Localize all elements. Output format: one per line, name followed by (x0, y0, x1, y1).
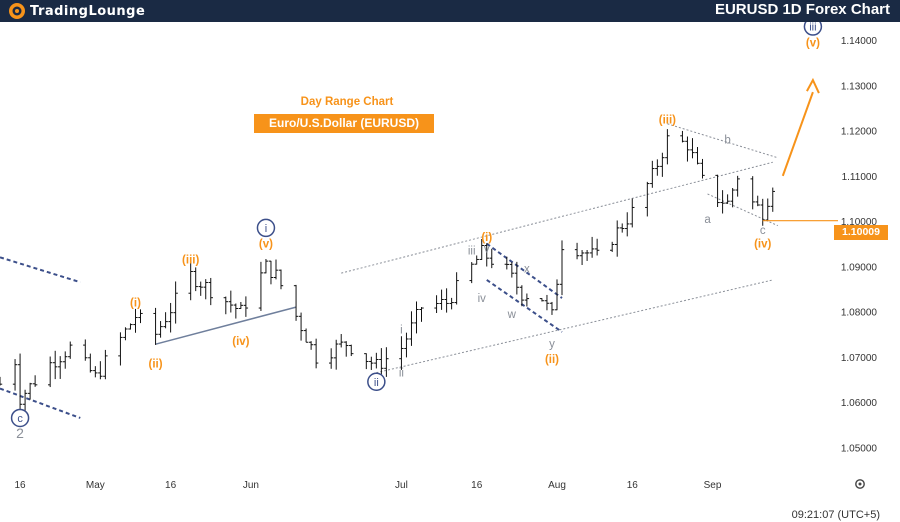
x-tick-label: 16 (627, 480, 639, 491)
y-tick-label: 1.10000 (841, 217, 878, 228)
wave-label-circle (10, 408, 30, 428)
projection-arrow-head (806, 77, 820, 94)
x-tick-label: Aug (548, 480, 566, 491)
wave-label: i (400, 325, 403, 337)
wave-label: (iv) (754, 239, 771, 251)
wave-label: c (760, 225, 766, 237)
projection-overlay (762, 77, 838, 222)
wave-label: (v) (806, 37, 820, 49)
wave-label: iv (478, 293, 487, 305)
channel-line (486, 279, 563, 333)
channel-line (0, 387, 81, 419)
channel-line (376, 279, 773, 374)
y-tick-label: 1.05000 (841, 443, 878, 454)
wave-label: (v) (259, 239, 273, 251)
channel-line (155, 306, 297, 345)
wave-label: y (549, 338, 555, 350)
wave-label: c (17, 413, 23, 425)
current-price-tag: 1.10009 (834, 225, 888, 240)
y-tick-label: 1.09000 (841, 262, 878, 273)
chart-header: TradingLounge EURUSD 1D Forex Chart (0, 0, 900, 22)
x-tick-label: 16 (471, 480, 483, 491)
wave-label: b (724, 135, 730, 147)
x-tick-label: Jul (395, 480, 408, 491)
wave-label: i (265, 223, 267, 235)
timestamp: 09:21:07 (UTC+5) (791, 509, 880, 521)
wave-label: x (524, 264, 530, 276)
logo: TradingLounge (8, 2, 145, 20)
wave-label: v (484, 243, 490, 255)
chart-title: EURUSD 1D Forex Chart (714, 1, 890, 18)
y-tick-label: 1.13000 (841, 81, 878, 92)
wave-label: 2 (16, 425, 24, 441)
gear-icon[interactable] (854, 478, 866, 490)
wave-label: ii (374, 377, 379, 389)
logo-text: TradingLounge (30, 3, 146, 19)
wave-label: (iii) (182, 255, 199, 267)
y-tick-label: 1.11000 (842, 172, 878, 183)
wave-label: (ii) (149, 359, 163, 371)
wave-label-circle (803, 22, 823, 36)
y-tick-label: 1.08000 (841, 308, 878, 319)
channel-line (667, 123, 778, 159)
candles (0, 129, 775, 415)
y-tick-label: 1.12000 (841, 127, 878, 138)
wave-label: iii (809, 22, 816, 34)
y-tick-label: 1.06000 (841, 398, 878, 409)
x-tick-label: Sep (704, 480, 722, 491)
x-tick-label: Jun (243, 480, 259, 491)
wave-label: (iv) (232, 336, 249, 348)
wave-label: a (704, 214, 711, 226)
y-tick-label: 1.07000 (841, 353, 878, 364)
x-tick-label: 16 (15, 480, 27, 491)
channel-line (0, 256, 81, 284)
wave-label: (i) (481, 232, 492, 244)
wave-label-circle (367, 372, 386, 392)
wave-label: w (507, 309, 517, 321)
axes: 1.05000 1.06000 1.07000 1.08000 1.09000 1.100… (15, 36, 878, 491)
wave-label: (i) (130, 298, 141, 310)
x-tick-label: 16 (165, 480, 177, 491)
wave-label: ii (399, 368, 404, 380)
logo-icon (9, 3, 25, 19)
chart-subtitle: Day Range Chart (300, 96, 394, 108)
wave-label: iii (468, 246, 476, 258)
price-chart[interactable]: c2(i)(ii)(iii)(iv)(v)iiiiiiiii(i)vivxwy(… (0, 22, 900, 522)
wave-label-circle (256, 218, 276, 238)
instrument-label: Euro/U.S.Dollar (EURUSD) (254, 114, 434, 133)
wave-label: (iii) (659, 114, 676, 126)
channel-line (486, 242, 563, 299)
wave-labels: c2(i)(ii)(iii)(iv)(v)iiiiiiiii(i)vivxwy(… (10, 22, 823, 441)
x-tick-label: May (86, 480, 105, 491)
y-tick-label: 1.14000 (841, 36, 878, 47)
projection-arrow-line (781, 91, 814, 177)
wave-label: (ii) (545, 354, 559, 366)
channel-lines (0, 123, 778, 419)
